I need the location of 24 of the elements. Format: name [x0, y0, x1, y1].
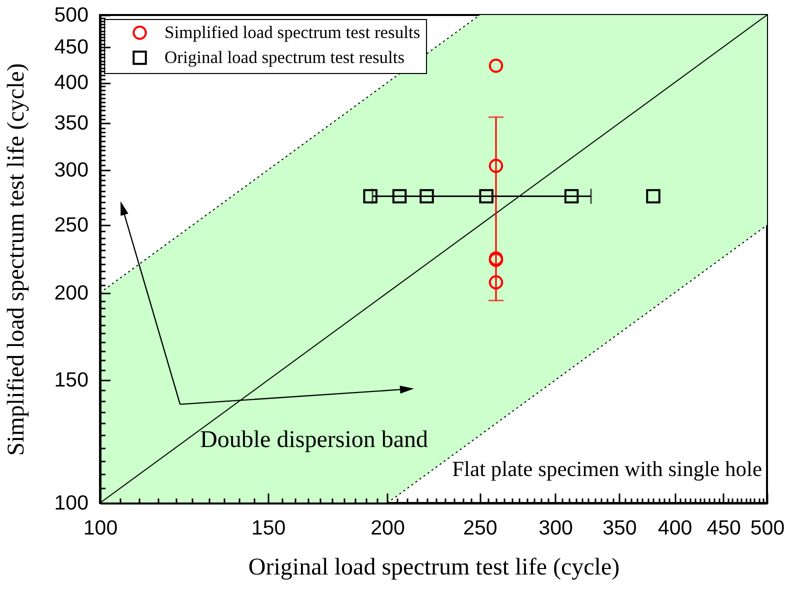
- annotation: Double dispersion band: [200, 426, 428, 453]
- y-axis-title: Simplified load spectrum test life (cycle): [4, 63, 30, 456]
- x-tick-label: 300: [538, 516, 573, 540]
- x-tick-label: 200: [370, 516, 405, 540]
- y-tick-label: 250: [54, 214, 88, 237]
- x-tick-label: 350: [602, 516, 637, 540]
- y-tick-label: 400: [54, 71, 88, 94]
- y-tick-label: 350: [54, 112, 88, 135]
- x-tick-label: 500: [750, 516, 785, 540]
- x-tick-label: 100: [83, 516, 118, 540]
- annotation: Flat plate specimen with single hole: [452, 457, 762, 481]
- x-tick-label: 150: [251, 516, 286, 540]
- x-tick-label: 400: [658, 516, 692, 540]
- x-tick-label: 450: [706, 516, 741, 540]
- y-tick-label: 300: [54, 158, 88, 182]
- y-tick-label: 500: [54, 4, 88, 26]
- y-tick-label: 450: [54, 35, 88, 58]
- legend-label: Original load spectrum test results: [164, 46, 405, 67]
- y-tick-label: 200: [54, 281, 88, 304]
- x-axis-title: Original load spectrum test life (cycle): [248, 554, 620, 580]
- y-tick-label: 150: [54, 368, 88, 392]
- y-tick-label: 100: [54, 492, 88, 514]
- x-tick-label: 250: [463, 516, 498, 540]
- legend-label: Simplified load spectrum test results: [164, 22, 420, 42]
